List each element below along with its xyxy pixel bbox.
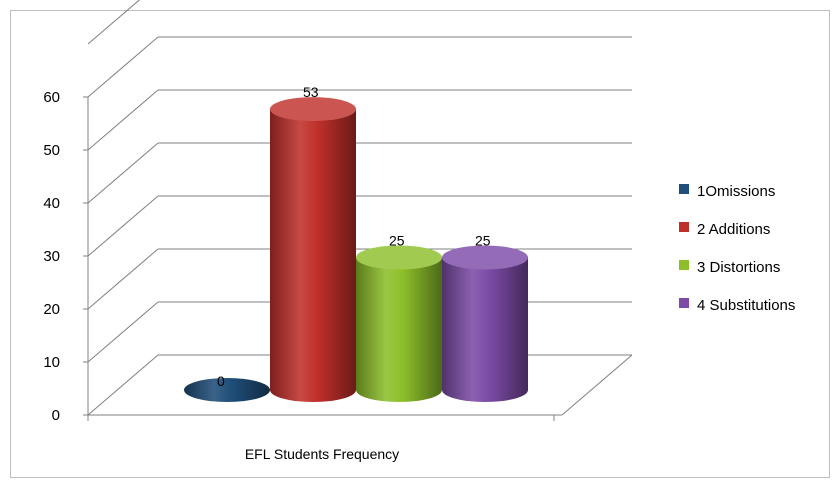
legend-item: 2 Additions bbox=[679, 221, 770, 238]
y-tick-label: 60 bbox=[43, 89, 60, 106]
legend-item: 4 Substitutions bbox=[679, 297, 795, 314]
bar-top bbox=[442, 245, 528, 270]
gridline-diagonal bbox=[87, 354, 159, 416]
gridline-diagonal bbox=[87, 301, 159, 363]
legend-label: 1Omissions bbox=[697, 183, 775, 200]
y-tick-label: 50 bbox=[43, 142, 60, 159]
bar-body bbox=[356, 257, 442, 402]
legend-swatch bbox=[679, 260, 689, 270]
y-tick-label: 30 bbox=[43, 248, 60, 265]
bar-top bbox=[356, 245, 442, 270]
gridline-diagonal bbox=[87, 248, 159, 310]
data-label: 25 bbox=[475, 233, 491, 249]
legend-swatch bbox=[679, 184, 689, 194]
y-tick-label: 20 bbox=[43, 301, 60, 318]
floor-right-edge bbox=[561, 354, 633, 416]
bar-body bbox=[270, 109, 356, 402]
y-tick-label: 40 bbox=[43, 195, 60, 212]
legend-item: 1Omissions bbox=[679, 183, 775, 200]
bar-body bbox=[442, 257, 528, 402]
legend-swatch bbox=[679, 222, 689, 232]
legend-label: 3 Distortions bbox=[697, 259, 780, 276]
y-tick-label: 0 bbox=[52, 407, 60, 424]
gridline-diagonal bbox=[87, 142, 159, 204]
bar-top bbox=[270, 97, 356, 122]
legend-item: 3 Distortions bbox=[679, 259, 780, 276]
gridline-diagonal bbox=[87, 195, 159, 257]
y-tick-label: 10 bbox=[43, 354, 60, 371]
bar-1 bbox=[184, 378, 270, 402]
bar-2 bbox=[270, 97, 356, 402]
gridline-diagonal bbox=[87, 36, 159, 98]
data-label: 53 bbox=[303, 84, 319, 100]
gridline-diagonal bbox=[87, 0, 141, 45]
legend-label: 4 Substitutions bbox=[697, 297, 795, 314]
data-label: 25 bbox=[389, 233, 405, 249]
data-label: 0 bbox=[217, 373, 225, 389]
x-category-label: EFL Students Frequency bbox=[245, 446, 399, 462]
legend-swatch bbox=[679, 298, 689, 308]
bar-4 bbox=[442, 245, 528, 402]
gridline-diagonal bbox=[87, 89, 159, 151]
legend-label: 2 Additions bbox=[697, 221, 770, 238]
bar-disc bbox=[184, 378, 270, 402]
bar-3 bbox=[356, 245, 442, 402]
